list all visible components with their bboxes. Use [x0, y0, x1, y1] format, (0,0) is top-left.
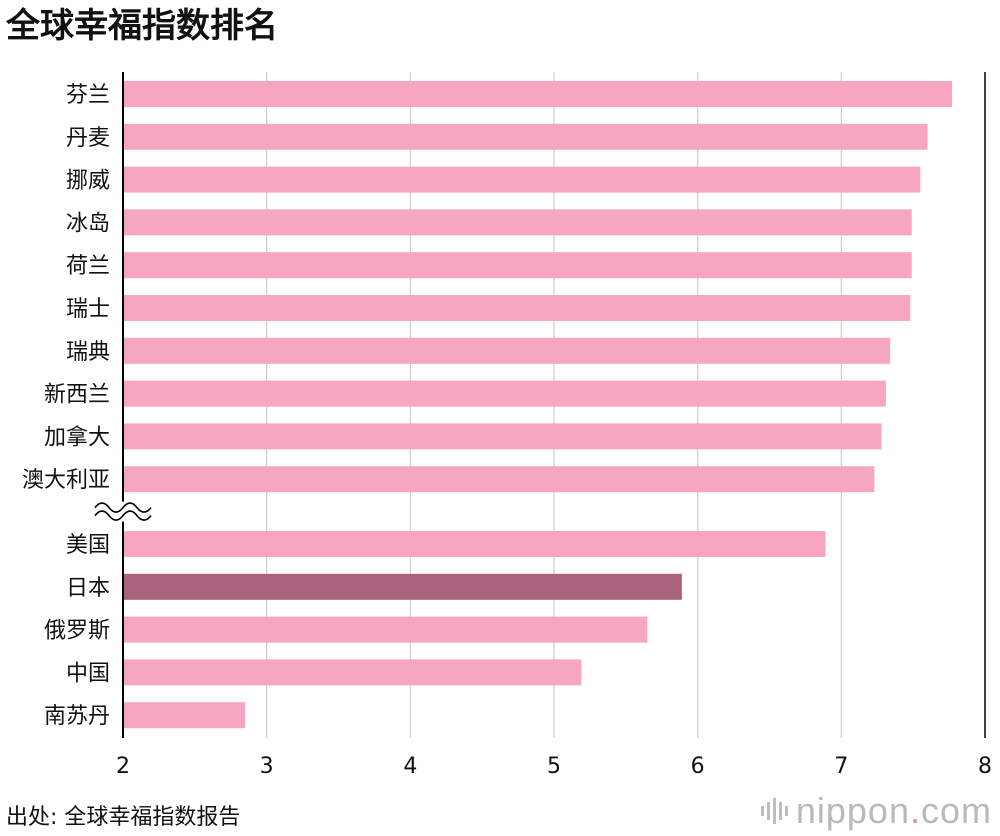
bar — [123, 166, 921, 193]
source-note: 出处: 全球幸福指数报告 — [6, 805, 241, 830]
bar — [123, 616, 648, 643]
category-label: 瑞士 — [66, 297, 110, 322]
category-label: 中国 — [66, 661, 110, 686]
category-label: 丹麦 — [66, 126, 110, 151]
bar — [123, 123, 928, 150]
bar-chart: 2 3 4 5 6 7 8 芬兰丹麦挪威冰岛荷兰瑞士瑞典新西兰加拿大澳大利亚美国日本俄罗斯中国… — [22, 72, 992, 779]
bar — [123, 659, 582, 686]
category-label: 加拿大 — [44, 424, 110, 450]
bar — [123, 295, 911, 321]
nippon-logo: nippon.com — [760, 790, 992, 832]
logo-bars-icon — [760, 794, 788, 828]
bar — [123, 252, 912, 279]
category-label: 挪威 — [66, 169, 110, 194]
x-tick-label: 2 — [116, 754, 130, 779]
logo-text: nippon.com — [795, 790, 992, 831]
x-tick-label: 8 — [978, 754, 992, 779]
bar — [123, 531, 826, 557]
axis-break-mark — [94, 510, 152, 521]
x-tick-label: 5 — [547, 754, 561, 779]
bar — [123, 380, 886, 407]
x-tick-label: 4 — [403, 754, 417, 779]
category-label: 瑞典 — [66, 340, 110, 365]
axis-break-mark — [94, 502, 152, 513]
category-label: 芬兰 — [66, 83, 110, 108]
category-label: 澳大利亚 — [22, 468, 110, 493]
category-label: 荷兰 — [66, 254, 110, 279]
x-tick-label: 6 — [691, 754, 705, 779]
bar — [123, 209, 912, 236]
category-label: 冰岛 — [66, 211, 110, 236]
bar — [123, 81, 952, 107]
category-label: 美国 — [66, 533, 110, 558]
bar — [123, 702, 246, 729]
x-tick-label: 3 — [260, 754, 274, 779]
category-label: 日本 — [66, 576, 110, 601]
category-label: 俄罗斯 — [44, 619, 110, 644]
bar-highlight — [123, 573, 682, 600]
category-label: 新西兰 — [44, 383, 110, 408]
bar — [123, 337, 891, 364]
bar — [123, 423, 882, 450]
category-label: 南苏丹 — [44, 704, 110, 729]
bar — [123, 466, 875, 493]
chart-title: 全球幸福指数排名 — [6, 6, 278, 46]
x-tick-label: 7 — [834, 754, 848, 779]
